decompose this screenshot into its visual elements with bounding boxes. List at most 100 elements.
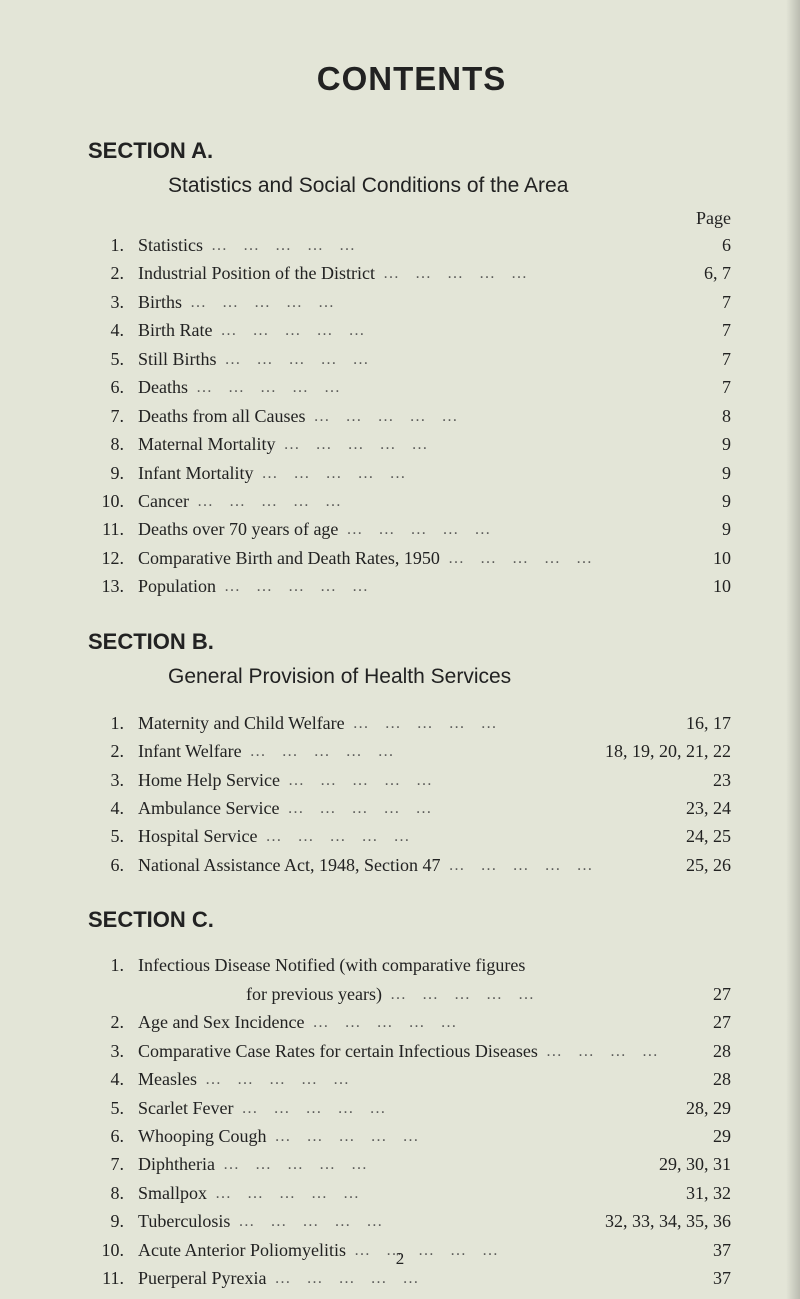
toc-row: 5.Scarlet Fever… … … … …28, 29 [88, 1094, 735, 1122]
toc-item-text: Age and Sex Incidence [138, 1008, 304, 1036]
toc-row: 2.Infant Welfare… … … … …18, 19, 20, 21,… [88, 737, 735, 765]
toc-item-number: 11. [88, 515, 138, 543]
toc-item-text: Smallpox [138, 1179, 207, 1207]
toc-row: 11.Deaths over 70 years of age… … … … …9 [88, 515, 735, 543]
contents-title: CONTENTS [88, 60, 735, 98]
toc-leader-dots: … … … … … [279, 796, 671, 821]
toc-item-text: Infant Welfare [138, 737, 242, 765]
toc-item-text: Still Births [138, 345, 217, 373]
toc-item-page: 29 [671, 1122, 735, 1150]
toc-row: 2.Industrial Position of the District… …… [88, 259, 735, 287]
toc-leader-dots [525, 953, 671, 978]
toc-leader-dots: … … … … … [280, 768, 671, 793]
toc-row: 7.Deaths from all Causes… … … … …8 [88, 402, 735, 430]
toc-item-number: 7. [88, 402, 138, 430]
toc-row: 1.Maternity and Child Welfare… … … … …16… [88, 709, 735, 737]
section-subtitle: Statistics and Social Conditions of the … [168, 174, 735, 198]
toc-leader-dots: … … … … … [275, 432, 671, 457]
toc-leader-dots: … … … … … [213, 318, 672, 343]
toc-row: 13.Population… … … … …10 [88, 572, 735, 600]
toc-item-number: 7. [88, 1150, 138, 1178]
toc-item-number: 5. [88, 1094, 138, 1122]
toc-item-page: 9 [671, 487, 735, 515]
toc-leader-dots: … … … … … [233, 1096, 671, 1121]
toc-item-text: Population [138, 572, 216, 600]
toc-item-text: Whooping Cough [138, 1122, 267, 1150]
toc-row: 10.Cancer… … … … …9 [88, 487, 735, 515]
toc-item-page: 6, 7 [671, 259, 735, 287]
spacer [88, 699, 735, 709]
toc-row: 9.Tuberculosis… … … … …32, 33, 34, 35, 3… [88, 1207, 735, 1235]
toc-item-page: 7 [671, 373, 735, 401]
toc-item-number: 10. [88, 487, 138, 515]
spacer [88, 941, 735, 951]
toc-row: 9.Infant Mortality… … … … …9 [88, 459, 735, 487]
toc-item-page: 9 [671, 430, 735, 458]
toc-item-page: 23, 24 [671, 794, 735, 822]
toc-row: 6.Whooping Cough… … … … …29 [88, 1122, 735, 1150]
toc-item-text: Infant Mortality [138, 459, 253, 487]
toc-leader-dots: … … … … … [197, 1067, 671, 1092]
toc-leader-dots: … … … … … [188, 375, 671, 400]
toc-item-text: Deaths over 70 years of age [138, 515, 338, 543]
toc-row: 6.Deaths… … … … …7 [88, 373, 735, 401]
toc-item-text: Tuberculosis [138, 1207, 230, 1235]
document-page: CONTENTS SECTION A. Statistics and Social… [0, 0, 800, 1299]
toc-leader-dots: … … … … … [382, 982, 671, 1007]
toc-item-page: 27 [671, 980, 735, 1008]
toc-item-number: 5. [88, 822, 138, 850]
toc-item-page: 28 [671, 1037, 735, 1065]
toc-leader-dots: … … … … … [267, 1124, 672, 1149]
toc-list: 1.Maternity and Child Welfare… … … … …16… [88, 709, 735, 880]
toc-item-number: 4. [88, 794, 138, 822]
toc-item-number: 4. [88, 316, 138, 344]
toc-item-number: 9. [88, 1207, 138, 1235]
toc-item-number: 3. [88, 1037, 138, 1065]
toc-leader-dots: … … … … … [305, 404, 671, 429]
toc-row: 4.Ambulance Service… … … … …23, 24 [88, 794, 735, 822]
toc-item-page: 10 [671, 544, 735, 572]
toc-item-number: 3. [88, 288, 138, 316]
toc-item-text: Industrial Position of the District [138, 259, 375, 287]
toc-item-text: National Assistance Act, 1948, Section 4… [138, 851, 440, 879]
toc-item-number: 6. [88, 1122, 138, 1150]
toc-item-number: 2. [88, 737, 138, 765]
toc-row: 5.Still Births… … … … …7 [88, 345, 735, 373]
toc-leader-dots: … … … … … [230, 1209, 605, 1234]
toc-leader-dots: … … … … … [216, 574, 671, 599]
toc-row: 3.Home Help Service… … … … …23 [88, 766, 735, 794]
toc-item-text: Scarlet Fever [138, 1094, 233, 1122]
section-label: SECTION C. [88, 907, 735, 933]
toc-item-number: 9. [88, 459, 138, 487]
toc-item-number: 6. [88, 373, 138, 401]
toc-list: 1.Statistics… … … … …62.Industrial Posit… [88, 231, 735, 601]
toc-row: 3.Births… … … … …7 [88, 288, 735, 316]
toc-row: 4.Birth Rate… … … … …7 [88, 316, 735, 344]
toc-leader-dots: … … … … … [189, 489, 671, 514]
toc-row: 3.Comparative Case Rates for certain Inf… [88, 1037, 735, 1065]
toc-row: 6.National Assistance Act, 1948, Section… [88, 851, 735, 879]
toc-item-text: Deaths [138, 373, 188, 401]
footer-page-number: 2 [0, 1249, 800, 1269]
toc-item-number: 12. [88, 544, 138, 572]
section-subtitle: General Provision of Health Services [168, 665, 735, 689]
toc-item-number: 2. [88, 1008, 138, 1036]
toc-item-page: 16, 17 [671, 709, 735, 737]
toc-item-page: 27 [671, 1008, 735, 1036]
toc-row: 8.Smallpox… … … … …31, 32 [88, 1179, 735, 1207]
toc-item-page: 7 [671, 345, 735, 373]
toc-row: 12.Comparative Birth and Death Rates, 19… [88, 544, 735, 572]
toc-leader-dots: … … … … … [304, 1010, 671, 1035]
toc-item-page: 18, 19, 20, 21, 22 [605, 737, 735, 765]
toc-item-text: Cancer [138, 487, 189, 515]
toc-leader-dots: … … … … … [440, 546, 671, 571]
sections-container: SECTION A. Statistics and Social Conditio… [88, 138, 735, 1293]
toc-item-text: for previous years) [138, 980, 382, 1008]
toc-item-page: 10 [671, 572, 735, 600]
section-label: SECTION A. [88, 138, 735, 164]
toc-item-text: Birth Rate [138, 316, 213, 344]
toc-list: 1.Infectious Disease Notified (with comp… [88, 951, 735, 1292]
toc-item-text: Infectious Disease Notified (with compar… [138, 951, 525, 979]
toc-item-page: 7 [671, 288, 735, 316]
toc-leader-dots: … … … … … [203, 233, 671, 258]
